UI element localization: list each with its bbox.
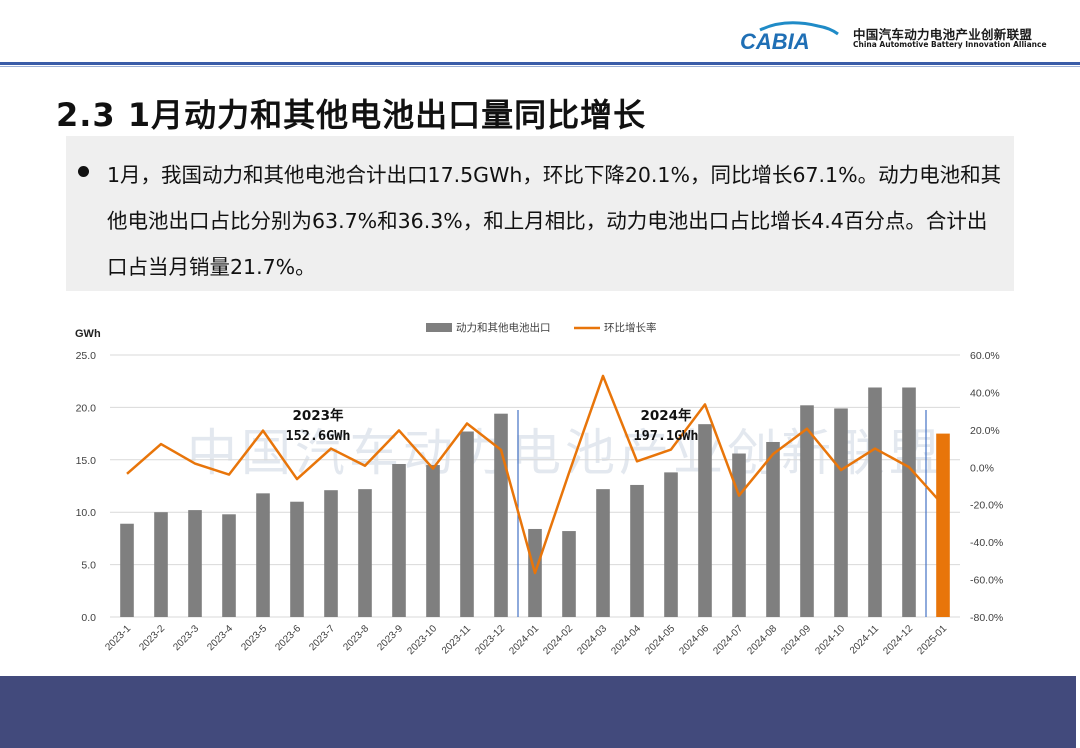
x-tick-label: 2023-3 xyxy=(171,623,201,653)
annotation-total: 197.1GWh xyxy=(633,428,698,444)
bar xyxy=(188,510,202,617)
chart-svg: 中国汽车动力电池产业创新联盟25.020.015.010.05.00.060.0… xyxy=(75,321,1003,657)
x-tick-label: 2024-05 xyxy=(643,623,677,657)
bar xyxy=(902,387,916,617)
left-tick-label: 25.0 xyxy=(76,350,97,362)
bar xyxy=(664,472,678,617)
bar xyxy=(596,489,610,617)
x-tick-label: 2023-8 xyxy=(341,623,371,653)
x-tick-label: 2025-01 xyxy=(915,623,949,657)
x-tick-label: 2024-04 xyxy=(609,623,643,657)
bar xyxy=(120,523,134,617)
bar xyxy=(154,512,168,617)
page-title: 2.3 1月动力和其他电池出口量同比增长 xyxy=(56,96,647,134)
legend-bar-swatch xyxy=(426,323,452,332)
bar xyxy=(562,531,576,617)
left-tick-label: 5.0 xyxy=(81,560,96,572)
summary-text: 1月，我国动力和其他电池合计出口17.5GWh，环比下降20.1%，同比增长67… xyxy=(107,163,1002,279)
x-tick-label: 2024-01 xyxy=(507,623,541,657)
left-tick-label: 15.0 xyxy=(76,455,97,467)
x-tick-label: 2023-11 xyxy=(440,623,474,657)
bar xyxy=(698,424,712,617)
x-tick-label: 2024-07 xyxy=(711,623,745,657)
left-tick-label: 0.0 xyxy=(81,612,96,624)
bar xyxy=(766,441,780,617)
export-chart: 中国汽车动力电池产业创新联盟 25.0 20.0 15.0 10.0 5.0 0.0 60.0… xyxy=(60,315,1020,675)
annotation-total: 152.6GWh xyxy=(285,428,350,444)
bar xyxy=(358,489,372,617)
cabia-logo-icon: CABIA xyxy=(740,21,839,52)
bar xyxy=(630,484,644,617)
right-tick-label: -20.0% xyxy=(970,500,1003,512)
right-tick-label: -80.0% xyxy=(970,612,1003,624)
x-tick-label: 2024-12 xyxy=(881,623,915,657)
left-tick-label: 20.0 xyxy=(76,402,97,414)
x-tick-label: 2023-7 xyxy=(307,623,337,653)
annotation-year: 2024年 xyxy=(640,407,692,424)
left-tick-label: 10.0 xyxy=(76,507,97,519)
bar xyxy=(732,453,746,617)
bar xyxy=(222,514,236,617)
org-name-en: China Automotive Battery Innovation Alli… xyxy=(853,40,1047,49)
header-divider xyxy=(0,62,1080,65)
header-bar: CABIA 中国汽车动力电池产业创新联盟 China Automotive Ba… xyxy=(0,0,1080,62)
summary-box xyxy=(66,136,1014,291)
right-tick-label: 0.0% xyxy=(970,462,994,474)
left-axis-unit: GWh xyxy=(75,328,101,340)
right-tick-label: 60.0% xyxy=(970,350,1000,362)
bullet-dot xyxy=(78,166,89,177)
right-tick-label: 20.0% xyxy=(970,425,1000,437)
x-tick-label: 2024-03 xyxy=(575,623,609,657)
right-tick-label: -40.0% xyxy=(970,537,1003,549)
x-tick-label: 2024-06 xyxy=(677,623,711,657)
growth-rate-line xyxy=(126,374,944,575)
x-tick-label: 2023-10 xyxy=(405,623,439,657)
x-tick-label: 2023-9 xyxy=(375,623,405,653)
x-tick-label: 2023-5 xyxy=(239,623,269,653)
bar xyxy=(290,501,304,617)
legend-bar-label: 动力和其他电池出口 xyxy=(456,321,551,334)
x-tick-label: 2024-11 xyxy=(848,623,882,657)
x-tick-label: 2024-10 xyxy=(813,623,847,657)
x-tick-label: 2023-1 xyxy=(103,623,133,653)
header-divider-thin xyxy=(0,66,1080,67)
bar xyxy=(868,387,882,617)
bar xyxy=(494,413,508,617)
right-tick-label: 40.0% xyxy=(970,387,1000,399)
x-tick-label: 2024-09 xyxy=(779,623,813,657)
x-tick-label: 2023-6 xyxy=(273,623,303,653)
x-tick-label: 2023-4 xyxy=(205,623,235,653)
right-tick-label: -60.0% xyxy=(970,575,1003,587)
bar xyxy=(834,408,848,617)
legend-line-label: 环比增长率 xyxy=(604,321,657,334)
x-tick-label: 2024-02 xyxy=(541,623,575,657)
footer-bar xyxy=(0,676,1080,748)
bar xyxy=(256,493,270,617)
bar xyxy=(460,431,474,617)
bar xyxy=(324,490,338,617)
bar xyxy=(392,463,406,617)
bar xyxy=(936,433,950,617)
footer-edge xyxy=(1076,676,1080,748)
x-tick-label: 2023-12 xyxy=(473,623,507,657)
annotation-year: 2023年 xyxy=(292,407,344,424)
x-tick-label: 2024-08 xyxy=(745,623,779,657)
org-name-cn: 中国汽车动力电池产业创新联盟 xyxy=(853,27,1033,42)
bar xyxy=(426,465,440,617)
logo-text: CABIA xyxy=(740,29,810,52)
x-tick-label: 2023-2 xyxy=(137,623,167,653)
bar xyxy=(800,405,814,617)
